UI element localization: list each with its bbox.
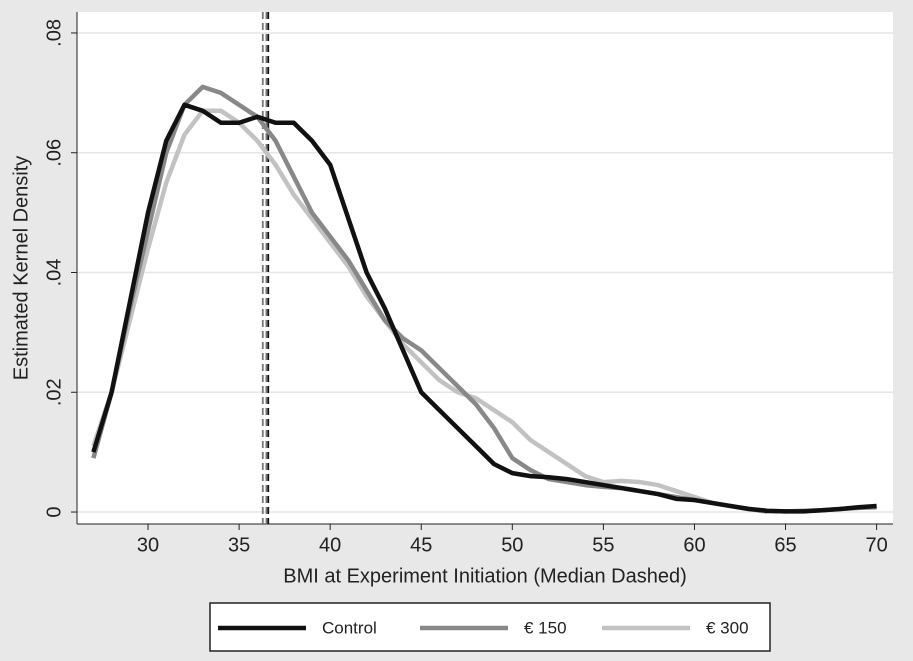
legend-entry: Control <box>218 618 377 637</box>
legend-label: Control <box>322 618 377 637</box>
x-tick-label: 35 <box>228 534 250 556</box>
legend-entry: € 300 <box>602 618 749 637</box>
x-tick-label: 50 <box>501 534 523 556</box>
plot-area <box>77 12 893 524</box>
legend-label: € 150 <box>524 618 567 637</box>
x-tick-label: 60 <box>683 534 705 556</box>
x-axis-title: BMI at Experiment Initiation (Median Das… <box>283 565 687 587</box>
y-axis-title: Estimated Kernel Density <box>10 156 32 381</box>
x-tick-label: 70 <box>865 534 887 556</box>
y-tick-label: 0 <box>43 506 65 517</box>
legend-label: € 300 <box>706 618 749 637</box>
legend-entry: € 150 <box>420 618 567 637</box>
y-tick-label: .06 <box>43 139 65 167</box>
x-tick-label: 65 <box>774 534 796 556</box>
x-tick-label: 40 <box>319 534 341 556</box>
x-tick-label: 45 <box>410 534 432 556</box>
y-tick-label: .08 <box>43 19 65 47</box>
y-tick-label: .02 <box>43 378 65 406</box>
y-tick-label: .04 <box>43 259 65 287</box>
series-line <box>91 102 877 514</box>
x-tick-label: 55 <box>592 534 614 556</box>
x-tick-label: 30 <box>137 534 159 556</box>
